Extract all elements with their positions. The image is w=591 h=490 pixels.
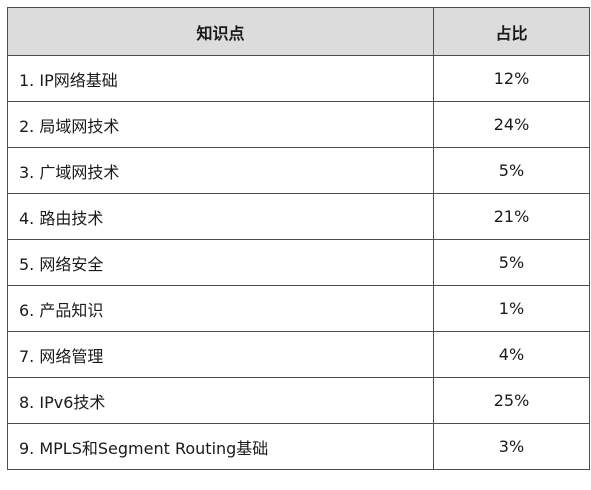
share-cell: 3% xyxy=(433,423,590,470)
table-row: 2. 局域网技术 24% xyxy=(7,101,590,148)
knowledge-share-table: 知识点 占比 1. IP网络基础 12% 2. 局域网技术 24% 3. 广域网… xyxy=(7,7,590,470)
share-cell: 24% xyxy=(433,101,590,148)
table-row: 7. 网络管理 4% xyxy=(7,331,590,378)
table-row: 4. 路由技术 21% xyxy=(7,193,590,240)
topic-cell: 8. IPv6技术 xyxy=(7,377,434,424)
share-cell: 4% xyxy=(433,331,590,378)
header-share: 占比 xyxy=(433,7,590,56)
share-cell: 5% xyxy=(433,147,590,194)
table-row: 6. 产品知识 1% xyxy=(7,285,590,332)
table-row: 3. 广域网技术 5% xyxy=(7,147,590,194)
topic-cell: 4. 路由技术 xyxy=(7,193,434,240)
table-header-row: 知识点 占比 xyxy=(7,7,590,56)
topic-cell: 3. 广域网技术 xyxy=(7,147,434,194)
share-cell: 5% xyxy=(433,239,590,286)
topic-cell: 6. 产品知识 xyxy=(7,285,434,332)
share-cell: 25% xyxy=(433,377,590,424)
topic-cell: 1. IP网络基础 xyxy=(7,55,434,102)
topic-cell: 5. 网络安全 xyxy=(7,239,434,286)
knowledge-table-container: 知识点 占比 1. IP网络基础 12% 2. 局域网技术 24% 3. 广域网… xyxy=(7,7,590,488)
table-row: 9. MPLS和Segment Routing基础 3% xyxy=(7,423,590,470)
topic-cell: 7. 网络管理 xyxy=(7,331,434,378)
share-cell: 21% xyxy=(433,193,590,240)
topic-cell: 9. MPLS和Segment Routing基础 xyxy=(7,423,434,470)
table-row: 1. IP网络基础 12% xyxy=(7,55,590,102)
topic-cell: 2. 局域网技术 xyxy=(7,101,434,148)
table-row: 8. IPv6技术 25% xyxy=(7,377,590,424)
header-knowledge-point: 知识点 xyxy=(7,7,434,56)
share-cell: 12% xyxy=(433,55,590,102)
table-row: 5. 网络安全 5% xyxy=(7,239,590,286)
share-cell: 1% xyxy=(433,285,590,332)
